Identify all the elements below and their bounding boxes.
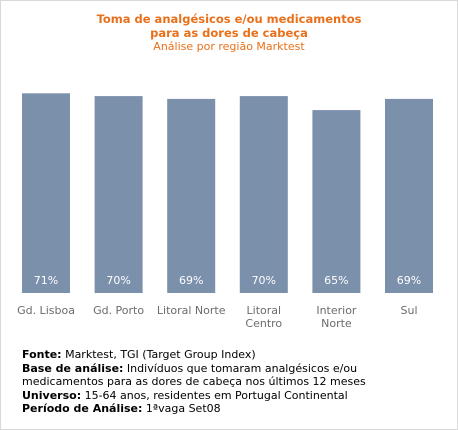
category-label-5: Sul — [400, 304, 417, 317]
base-label: Base de análise: — [22, 361, 124, 375]
footer-universe-line: Universo: 15-64 anos, residentes em Port… — [22, 389, 366, 403]
category-label-3-line-2: Centro — [245, 317, 282, 330]
chart-title-line-2: para as dores de cabeça — [150, 26, 308, 40]
bar-value-label-4: 65% — [324, 274, 348, 287]
bar-value-label-2: 69% — [179, 274, 203, 287]
period-value: 1ªvaga Set08 — [142, 402, 221, 415]
chart-footer: Fonte: Marktest, TGI (Target Group Index… — [22, 348, 366, 416]
category-label-4: Interior — [316, 304, 357, 317]
period-label: Período de Análise: — [22, 402, 143, 415]
footer-period-line: Período de Análise: 1ªvaga Set08 — [22, 402, 366, 416]
source-value: Marktest, TGI (Target Group Index) — [61, 348, 256, 361]
universe-value: 15-64 anos, residentes em Portugal Conti… — [81, 388, 348, 402]
category-label-0: Gd. Lisboa — [17, 304, 75, 317]
bar-3 — [239, 96, 288, 293]
bar-value-label-1: 70% — [106, 274, 130, 287]
footer-source-line: Fonte: Marktest, TGI (Target Group Index… — [22, 348, 366, 362]
footer-base-line-2: medicamentos para as dores de cabeça nos… — [22, 375, 366, 388]
bar-chart: 71% Gd. Lisboa 70% Gd. Porto 69% Litoral Nort… — [17, 93, 433, 330]
bar-1 — [94, 96, 143, 293]
bar-5 — [385, 98, 433, 294]
category-label-1: Gd. Porto — [93, 304, 144, 317]
chart-subtitle: Análise por região Marktest — [153, 40, 305, 53]
bar-0 — [22, 93, 70, 293]
category-label-4-line-2: Norte — [321, 317, 352, 330]
chart-title-line-1: Toma de analgésicos e/ou medicamentos — [96, 12, 362, 26]
category-label-3: Litoral — [247, 304, 282, 317]
bar-value-label-5: 69% — [397, 274, 421, 287]
footer-base-line: Base de análise: Indivíduos que tomaram … — [22, 362, 366, 376]
bar-value-label-3: 70% — [252, 274, 276, 287]
bar-4 — [312, 110, 361, 293]
universe-label: Universo: — [22, 388, 82, 402]
bar-2 — [167, 98, 216, 294]
bar-value-label-0: 71% — [34, 274, 58, 287]
category-label-2: Litoral Norte — [157, 304, 226, 317]
source-label: Fonte: — [22, 348, 62, 361]
base-value-1: Indivíduos que tomaram analgésicos e/ou — [123, 361, 358, 375]
